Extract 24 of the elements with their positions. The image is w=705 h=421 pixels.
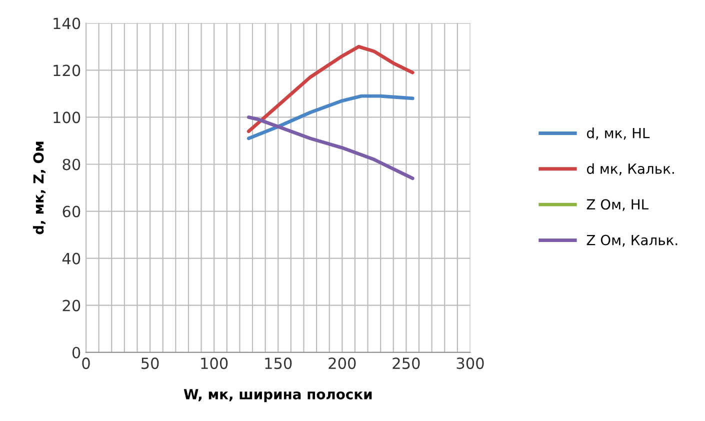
- legend-label: d мк, Кальк.: [586, 163, 674, 176]
- x-tick-label: 250: [392, 358, 420, 370]
- line-series: [246, 94, 414, 140]
- legend-label: Z Ом, Кальк.: [586, 234, 678, 247]
- x-tick-label: 100: [201, 358, 228, 370]
- x-tick-label: 300: [456, 358, 484, 370]
- y-tick-label: 0: [72, 346, 80, 358]
- y-tick-label: 20: [62, 300, 80, 312]
- legend-label: Z Ом, HL: [586, 199, 648, 212]
- y-tick-label: 60: [62, 206, 80, 218]
- y-tick-label: 80: [62, 158, 80, 170]
- line-series: [246, 44, 414, 134]
- x-tick-label: 150: [265, 358, 292, 370]
- x-tick-label: 200: [328, 358, 356, 370]
- line-series: [246, 115, 414, 180]
- x-tick-label: 0: [82, 358, 90, 370]
- y-tick-label: 120: [54, 64, 80, 76]
- y-tick-label: 40: [62, 252, 80, 264]
- y-tick-label: 140: [54, 18, 80, 30]
- y-tick-label: 100: [54, 112, 80, 124]
- x-tick-label: 50: [142, 358, 159, 370]
- y-axis-title: d, мк, Z, Ом: [32, 142, 46, 234]
- legend-label: d, мк, HL: [586, 128, 650, 140]
- x-axis-title: W, мк, ширина полоски: [184, 389, 372, 402]
